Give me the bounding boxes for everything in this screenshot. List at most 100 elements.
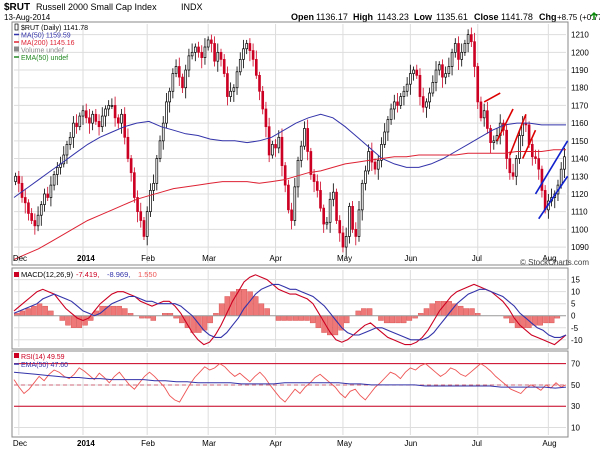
- macd-histogram-bar: [344, 315, 350, 324]
- candle-body: [299, 145, 303, 161]
- macd-line: [13, 274, 567, 346]
- candle-body: [72, 122, 75, 138]
- candle-body: [508, 158, 512, 174]
- candle-body: [197, 46, 200, 53]
- candle-body: [290, 209, 293, 221]
- candle-body: [177, 66, 181, 78]
- rsi-panel: [11, 350, 569, 438]
- candle-body: [309, 151, 313, 175]
- candle-body: [232, 87, 236, 92]
- candle-body: [405, 83, 409, 92]
- candle-body: [120, 113, 123, 124]
- price-tick-label: 1150: [571, 137, 589, 146]
- x-tick-label: Apr: [270, 439, 283, 448]
- ma200-line: [13, 149, 566, 260]
- candle-body: [514, 158, 518, 177]
- candle-body: [380, 144, 383, 161]
- macd-histogram-bar: [48, 310, 54, 316]
- candle-body: [133, 172, 136, 198]
- candle-body: [389, 108, 393, 120]
- candle-body: [152, 182, 155, 191]
- candle-body: [470, 34, 473, 43]
- macd-histogram-bar: [110, 305, 117, 316]
- price-tick-label: 1190: [571, 66, 589, 75]
- macd-histogram-bar: [389, 315, 396, 324]
- candle-body: [258, 74, 261, 92]
- candle-body: [27, 202, 30, 214]
- macd-histogram-bar: [253, 296, 259, 316]
- candle-body: [165, 101, 168, 124]
- candle-body: [126, 136, 130, 159]
- macd-histogram-bar: [332, 315, 339, 336]
- candle-body: [344, 236, 348, 248]
- candle-body: [149, 190, 152, 213]
- macd-histogram-bar: [304, 315, 310, 321]
- x-tick-label: Feb: [141, 439, 155, 448]
- candle-body: [251, 50, 255, 60]
- candle-body: [43, 193, 46, 205]
- price-tick-label: 1100: [571, 225, 589, 234]
- candle-body: [254, 59, 258, 76]
- candle-body: [315, 181, 319, 191]
- high-value: 1143.23: [377, 12, 409, 22]
- candle-body: [360, 182, 364, 211]
- macd-histogram-bar: [65, 315, 71, 326]
- candle-body: [33, 220, 37, 227]
- macd-histogram-bar: [378, 315, 384, 321]
- candle-body: [364, 170, 367, 184]
- candle-body: [222, 59, 226, 74]
- x-tick-label: Mar: [202, 254, 216, 263]
- candle-body: [351, 205, 354, 230]
- candle-body: [267, 126, 271, 156]
- candle-body: [104, 108, 107, 117]
- macd-histogram-bar: [25, 308, 31, 316]
- price-tick-label: 1210: [571, 31, 589, 40]
- candle-body: [457, 43, 460, 60]
- candle-body: [245, 43, 248, 50]
- candle-body: [229, 90, 232, 97]
- trendline-annotations: [483, 92, 569, 220]
- candle-body: [158, 140, 162, 159]
- candle-body: [319, 190, 322, 209]
- candle-body: [136, 197, 139, 213]
- macd-histogram-bar: [548, 315, 555, 324]
- candle-body: [518, 135, 521, 159]
- candle-body: [412, 69, 415, 74]
- macd-histogram-bar: [31, 305, 37, 316]
- macd-histogram-bar: [59, 315, 65, 321]
- candle-body: [283, 165, 287, 186]
- candle-body: [210, 39, 213, 44]
- symbol: $RUT: [4, 2, 30, 13]
- candle-body: [84, 110, 88, 119]
- close-label: Close: [474, 12, 499, 22]
- trendline: [483, 92, 501, 103]
- candle-body: [261, 90, 265, 110]
- candle-body: [277, 136, 281, 149]
- rsi-legend-label: RSI(14) 49.59: [21, 354, 65, 361]
- candle-body: [174, 66, 178, 74]
- macd-legend-label: -7.419,: [76, 270, 99, 279]
- candle-body: [383, 131, 386, 145]
- candle-body: [194, 46, 197, 53]
- candle-body: [492, 140, 496, 143]
- candle-body: [431, 82, 435, 94]
- macd-tick-label: 10: [571, 288, 580, 297]
- price-tick-label: 1160: [571, 119, 589, 128]
- macd-histogram-bar: [423, 308, 430, 316]
- price-legend-label: EMA(50) undef: [21, 55, 68, 62]
- signal-line: [13, 283, 567, 341]
- candle-body: [530, 144, 534, 158]
- x-tick-label: Feb: [141, 254, 155, 263]
- macd-histogram-bar: [36, 303, 43, 316]
- candle-body: [116, 117, 120, 124]
- candle-body: [325, 221, 329, 225]
- x-tick-label: Apr: [270, 254, 283, 263]
- ma50-line: [13, 113, 566, 198]
- macd-histogram-bar: [281, 315, 287, 321]
- candle-body: [52, 174, 56, 186]
- candle-body: [441, 64, 444, 78]
- macd-histogram-bar: [275, 315, 282, 321]
- macd-tick-label: 15: [571, 276, 580, 285]
- low-value: 1135.61: [436, 12, 468, 22]
